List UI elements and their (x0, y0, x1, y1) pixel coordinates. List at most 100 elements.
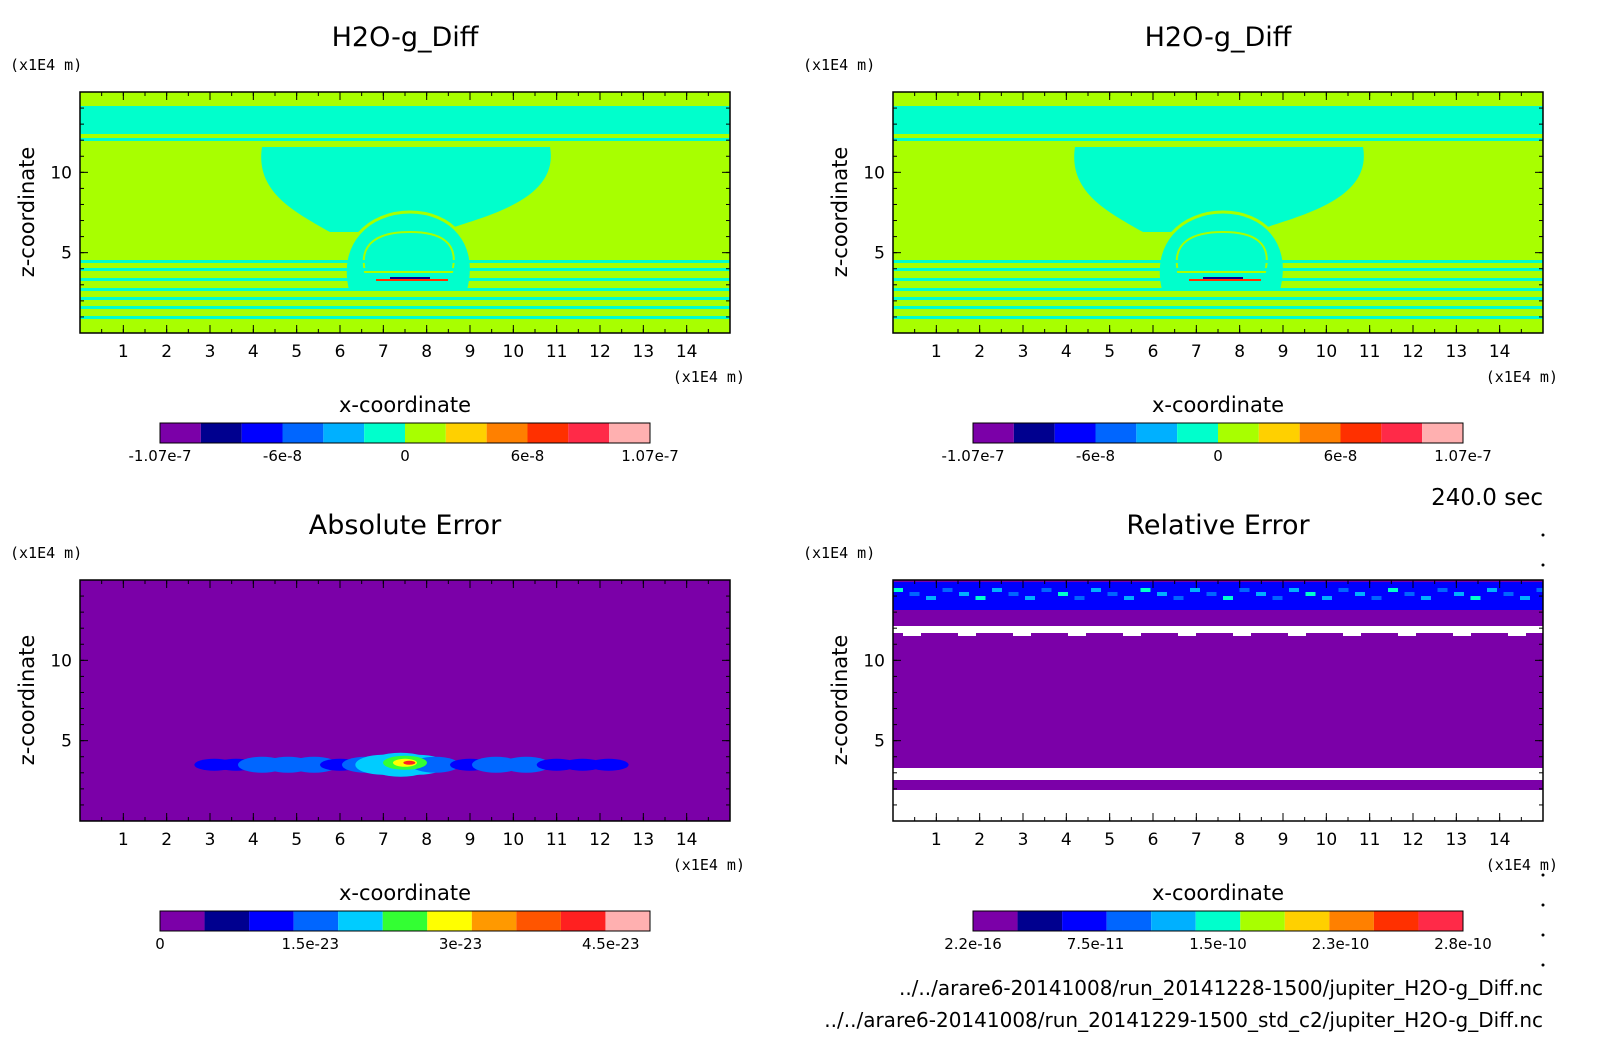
y-tick-label: 10 (863, 163, 885, 183)
y-tick-label: 5 (61, 732, 72, 752)
x-tick-label: 1 (931, 830, 942, 850)
noise-cell (1421, 596, 1431, 600)
x-tick-label: 14 (1489, 342, 1511, 362)
blank-cell (1233, 633, 1251, 636)
x-tick-label: 4 (248, 830, 259, 850)
field-plot (893, 92, 1543, 333)
colorbar-label: 6e-8 (1324, 447, 1358, 465)
noise-cell (1454, 592, 1464, 596)
x-tick-label: 14 (1489, 830, 1511, 850)
colorbar-label: 3e-23 (439, 935, 482, 953)
bowl-anomaly (1074, 147, 1364, 232)
noise-cell (1239, 588, 1250, 592)
lower-stripe (893, 268, 1543, 271)
colorbar-label: 1.07e-7 (1434, 447, 1492, 465)
x-unit-label: (x1E4 m) (1486, 368, 1558, 386)
colorbar-swatch (560, 911, 606, 931)
lower-stripe (80, 306, 730, 309)
x-tick-label: 12 (589, 830, 611, 850)
noise-cell (909, 592, 920, 596)
residual-cell (1005, 780, 1031, 785)
y-tick-label: 10 (50, 163, 72, 183)
noise-cell (1157, 592, 1167, 596)
colorbar-frame (159, 910, 651, 932)
colorbar-label: 1.5e-10 (1189, 935, 1247, 953)
x-tick-label: 10 (503, 342, 525, 362)
x-tick-label: 11 (546, 342, 568, 362)
x-axis-label: x-coordinate (339, 393, 471, 417)
colorbar-frame (972, 422, 1464, 444)
residual-cell (913, 780, 939, 785)
x-tick-label: 3 (1018, 342, 1029, 362)
noise-cell (1371, 596, 1382, 600)
thin-layer (80, 138, 730, 141)
noise-cell (926, 596, 936, 600)
colorbar-swatch (293, 911, 339, 931)
colorbar-swatch (1177, 423, 1218, 443)
x-tick-label: 8 (421, 830, 432, 850)
residual-cell (1465, 780, 1491, 785)
lower-stripe (80, 316, 730, 319)
residual-cell (1097, 780, 1123, 785)
noise-cell (1388, 588, 1398, 592)
residual-cell (1235, 784, 1261, 789)
y-tick-label: 5 (61, 244, 72, 264)
error-patch (502, 756, 551, 773)
panel-top-left: H2O-g_Diff (x1E4 m) 1 2 3 4 5 6 7 8 9 10 11 12 13 145… (10, 22, 745, 465)
margin-dots (1541, 533, 1545, 967)
x-tick-label: 6 (1148, 342, 1159, 362)
colorbar-label: 2.8e-10 (1434, 935, 1492, 953)
colorbar-swatch (204, 911, 250, 931)
noise-cell (1355, 592, 1365, 596)
noise-cell (975, 596, 986, 600)
x-tick-label: 9 (465, 342, 476, 362)
lower-stripe (893, 297, 1543, 300)
noise-cell (893, 588, 903, 592)
noise-cell (1536, 588, 1543, 592)
lower-stripe (893, 260, 1543, 263)
x-tick-label: 4 (1061, 342, 1072, 362)
colorbar-label: -6e-8 (263, 447, 302, 465)
y-tick-label: 10 (50, 651, 72, 671)
x-tick-label: 7 (1191, 830, 1202, 850)
colorbar-swatch (1195, 911, 1241, 931)
y-unit-label: (x1E4 m) (10, 544, 82, 562)
colorbar-swatch (1418, 911, 1463, 931)
colorbar-swatch (1106, 911, 1152, 931)
noise-cell (1520, 596, 1530, 600)
y-tick-label: 5 (874, 244, 885, 264)
colorbar-label: 0 (400, 447, 410, 465)
x-tick-label: 12 (589, 342, 611, 362)
noise-cell (1503, 592, 1514, 596)
colorbar-swatch (605, 911, 650, 931)
blank-band (893, 768, 1543, 780)
colorbar-label: 0 (1213, 447, 1223, 465)
colorbar-swatch (1284, 911, 1330, 931)
colorbar-swatch (973, 911, 1018, 931)
residual-cell (1051, 784, 1077, 789)
colorbar-swatch (338, 911, 383, 931)
colorbar-swatch (486, 423, 528, 443)
y-tick-label: 10 (863, 651, 885, 671)
y-axis-label: z-coordinate (15, 635, 39, 766)
x-tick-label: 5 (1104, 342, 1115, 362)
x-tick-label: 3 (205, 830, 216, 850)
x-tick-label: 1 (118, 830, 129, 850)
x-tick-label: 11 (546, 830, 568, 850)
chart-title: H2O-g_Diff (332, 22, 480, 53)
x-tick-label: 11 (1359, 342, 1381, 362)
lower-stripe (893, 306, 1543, 309)
x-tick-label: 14 (676, 830, 698, 850)
chart-title: Absolute Error (309, 510, 502, 541)
blank-cell (1288, 633, 1306, 636)
colorbar-label: 6e-8 (511, 447, 545, 465)
file-path-1: ../../arare6-20141008/run_20141228-1500/… (899, 976, 1543, 1000)
x-tick-label: 13 (1446, 830, 1468, 850)
colorbar-swatch (200, 423, 242, 443)
x-unit-label: (x1E4 m) (673, 368, 745, 386)
noise-cell (1305, 592, 1316, 596)
x-tick-label: 8 (1234, 342, 1245, 362)
colorbar-swatch (1151, 911, 1196, 931)
colorbar-swatch (405, 423, 446, 443)
